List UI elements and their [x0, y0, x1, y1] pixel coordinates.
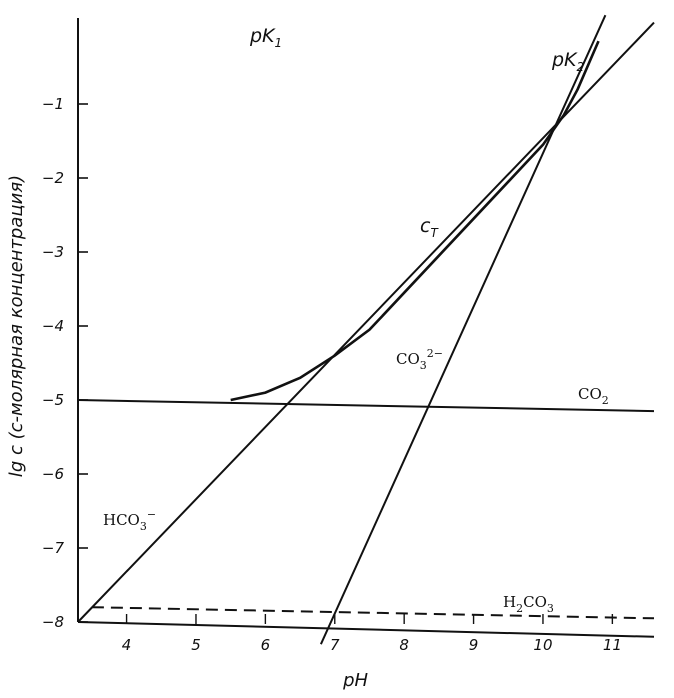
plot-area: −1−2−3−4−5−6−7−8 4 5 6 7 8 9 10 11 [42, 14, 655, 654]
y-ticks: −1 −2 −3 −4 −5 −6 −7 −8 [42, 95, 88, 631]
hco3-subscript: 3 [140, 520, 147, 533]
x-ticks: 4 5 6 7 8 9 10 11 [122, 614, 622, 654]
x-tick-label: 7 [330, 636, 340, 654]
pk1-label: pK1 [249, 25, 282, 50]
pk2-label: pK2 [551, 49, 584, 74]
y-tick-label: −4 [42, 317, 64, 335]
y-tick-label: −2 [42, 169, 64, 187]
x-tick-label: 5 [191, 636, 201, 654]
co3-superscript: 2− [427, 347, 443, 360]
pk2-text: pK [551, 49, 578, 71]
pk2-subscript: 2 [577, 60, 585, 74]
co3-subscript: 3 [420, 359, 427, 372]
series-line-hco3- [77, 21, 655, 623]
pk1-subscript: 1 [275, 36, 283, 50]
x-tick-label: 6 [261, 636, 271, 654]
ct-label: cT [420, 215, 439, 240]
co2-text: CO [578, 385, 602, 403]
x-tick-label: 9 [469, 636, 479, 654]
x-tick-label: 11 [603, 636, 622, 654]
y-tick-label: −8 [42, 613, 64, 631]
series-line-co2 [77, 399, 655, 413]
hco3-label: HCO3− [103, 508, 156, 533]
co3-text: CO [396, 350, 420, 368]
x-axis-title: pH [342, 670, 368, 691]
hco3-text: HCO [103, 511, 140, 529]
co3-label: CO32− [396, 347, 443, 372]
x-tick-label: 4 [122, 636, 132, 654]
h2co3-label: H2CO3 [503, 593, 554, 615]
co2-subscript: 2 [602, 394, 609, 407]
y-tick-label: −6 [42, 465, 64, 483]
series-line-h2co3 [91, 606, 655, 620]
y-tick-label: −1 [42, 95, 64, 113]
series-line-c-t [230, 40, 600, 402]
y-tick-label: −5 [42, 391, 64, 409]
h2co3-subscript-3: 3 [547, 602, 554, 615]
h2co3-subscript-2: 2 [516, 602, 523, 615]
h2co3-co: CO [523, 593, 547, 611]
y-axis-title: lg c (c-молярная концентрация) [6, 175, 27, 477]
x-tick-label: 10 [533, 636, 552, 654]
hco3-superscript: − [147, 508, 156, 521]
pk1-text: pK [249, 25, 276, 47]
co2-label: CO2 [578, 385, 609, 407]
h2co3-h: H [503, 593, 516, 611]
baseline-line [77, 621, 655, 638]
ct-subscript: T [430, 226, 439, 240]
y-tick-label: −7 [42, 539, 65, 557]
x-tick-label: 8 [399, 636, 409, 654]
series-line-co3-2- [319, 14, 607, 645]
ct-text: c [420, 215, 431, 237]
series-group [77, 14, 655, 645]
y-tick-label: −3 [42, 243, 64, 261]
